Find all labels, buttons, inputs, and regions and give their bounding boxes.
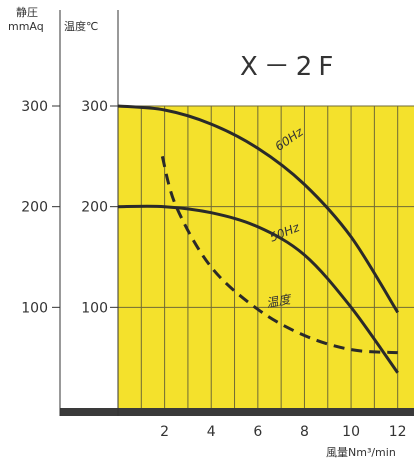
x-tick-label-6: 6	[253, 424, 262, 440]
y-right-tick-label-200: 200	[81, 200, 108, 216]
y-right-tick-label-100: 100	[81, 300, 108, 316]
x-axis-label: 風量Nm³/min	[326, 446, 396, 459]
series-line-1	[117, 204, 399, 374]
y-left-tick-label-300: 300	[21, 99, 48, 115]
y-left-tick-label-100: 100	[21, 300, 48, 316]
x-tick-label-2: 2	[160, 424, 169, 440]
x-tick-label-4: 4	[207, 424, 216, 440]
series-line-0	[117, 104, 399, 314]
series-line-2	[160, 155, 398, 355]
axes	[52, 10, 414, 416]
chart-title: X－2F	[240, 52, 339, 82]
plot-background	[118, 106, 414, 408]
x-tick-label-10: 10	[342, 424, 360, 440]
grid-lines	[118, 105, 414, 408]
y-right-tick-label-300: 300	[81, 99, 108, 115]
x-tick-label-12: 12	[389, 424, 407, 440]
series-label-2: 温度	[265, 292, 293, 310]
y-left-label-line2: mmAq	[8, 20, 44, 33]
y-left-tick-label-200: 200	[21, 200, 48, 216]
x-tick-label-8: 8	[300, 424, 309, 440]
y-left-label-line1: 静圧	[16, 5, 38, 19]
plot-area	[118, 106, 414, 408]
x-axis-base	[60, 408, 414, 416]
series-lines	[117, 104, 399, 374]
y-right-label: 温度℃	[64, 19, 98, 33]
labels: 静圧 mmAq 温度℃ X－2F 風量Nm³/min 300 200 100 300 2…	[8, 5, 407, 459]
